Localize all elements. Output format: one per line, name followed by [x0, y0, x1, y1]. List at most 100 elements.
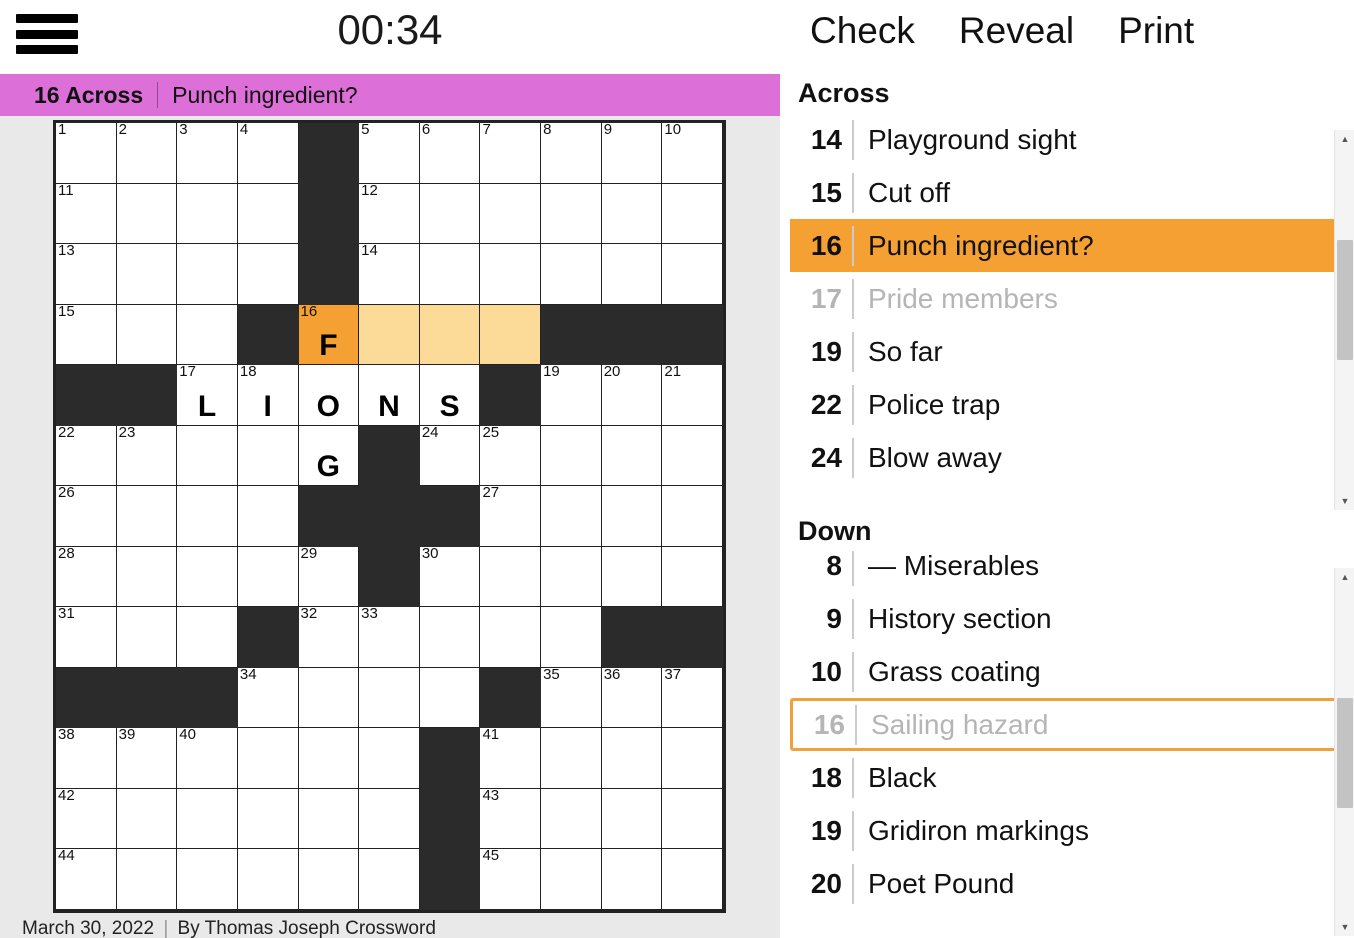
grid-cell[interactable]: 21	[662, 365, 723, 426]
grid-cell[interactable]	[419, 304, 481, 366]
grid-cell[interactable]: 1	[56, 123, 117, 184]
grid-cell[interactable]: 26	[56, 486, 117, 547]
grid-cell[interactable]	[480, 244, 542, 305]
down-clue-19[interactable]: 19 Gridiron markings	[790, 804, 1338, 857]
across-clue-24[interactable]: 24 Blow away	[790, 431, 1338, 484]
grid-cell[interactable]	[359, 728, 420, 789]
grid-cell[interactable]	[541, 849, 602, 910]
grid-cell[interactable]	[116, 849, 178, 910]
grid-cell[interactable]: 7	[480, 123, 542, 184]
grid-cell[interactable]	[419, 244, 481, 305]
grid-cell[interactable]: 11	[56, 183, 117, 245]
grid-cell[interactable]	[298, 788, 360, 850]
grid-cell[interactable]: 8	[541, 123, 602, 184]
down-clue-8[interactable]: 8 — Miserables	[790, 551, 1338, 592]
grid-cell[interactable]: 15	[56, 304, 117, 366]
across-clue-16[interactable]: 16 Punch ingredient?	[790, 219, 1338, 272]
grid-cell[interactable]	[237, 486, 299, 547]
scroll-up-icon[interactable]: ▲	[1335, 130, 1354, 148]
grid-cell[interactable]	[359, 304, 420, 366]
grid-cell[interactable]	[359, 788, 420, 850]
grid-cell[interactable]: 10	[662, 123, 723, 184]
grid-cell[interactable]: 30	[419, 546, 481, 608]
grid-cell[interactable]: 25	[480, 425, 542, 487]
grid-cell[interactable]: 12	[359, 183, 420, 245]
grid-cell[interactable]	[237, 546, 299, 608]
down-clue-9[interactable]: 9 History section	[790, 592, 1338, 645]
grid-cell[interactable]	[116, 244, 178, 305]
grid-cell[interactable]	[662, 425, 723, 487]
grid-cell[interactable]	[177, 788, 238, 850]
grid-cell[interactable]	[601, 849, 663, 910]
grid-cell[interactable]: 2	[116, 123, 178, 184]
grid-cell[interactable]	[177, 607, 238, 668]
grid-cell[interactable]	[541, 607, 602, 668]
grid-cell[interactable]	[298, 728, 360, 789]
grid-cell[interactable]	[662, 728, 723, 789]
grid-cell[interactable]: 39	[116, 728, 178, 789]
grid-cell[interactable]: 27	[480, 486, 542, 547]
grid-cell[interactable]: 44	[56, 849, 117, 910]
grid-cell[interactable]	[480, 607, 542, 668]
grid-cell[interactable]	[541, 728, 602, 789]
grid-cell[interactable]	[601, 546, 663, 608]
grid-cell[interactable]	[116, 788, 178, 850]
grid-cell[interactable]	[177, 244, 238, 305]
grid-cell[interactable]: O	[298, 365, 360, 426]
grid-cell[interactable]	[601, 425, 663, 487]
grid-cell[interactable]	[237, 849, 299, 910]
grid-cell[interactable]: 22	[56, 425, 117, 487]
grid-cell[interactable]: 29	[298, 546, 360, 608]
grid-cell[interactable]: 32	[298, 607, 360, 668]
scroll-up-icon[interactable]: ▲	[1335, 568, 1354, 586]
grid-cell[interactable]	[662, 244, 723, 305]
grid-cell[interactable]	[601, 728, 663, 789]
grid-cell[interactable]	[480, 183, 542, 245]
grid-cell[interactable]	[237, 183, 299, 245]
grid-cell[interactable]	[237, 728, 299, 789]
down-clue-20[interactable]: 20 Poet Pound	[790, 857, 1338, 910]
grid-cell[interactable]: 9	[601, 123, 663, 184]
grid-cell[interactable]	[116, 546, 178, 608]
grid-cell[interactable]	[116, 183, 178, 245]
hamburger-icon[interactable]	[16, 8, 78, 60]
grid-cell[interactable]: 24	[419, 425, 481, 487]
grid-cell[interactable]: 37	[662, 667, 723, 729]
grid-cell[interactable]: S	[419, 365, 481, 426]
scroll-down-icon[interactable]: ▼	[1335, 492, 1354, 510]
across-clue-14[interactable]: 14 Playground sight	[790, 113, 1338, 166]
grid-cell[interactable]: 41	[480, 728, 542, 789]
down-clue-10[interactable]: 10 Grass coating	[790, 645, 1338, 698]
grid-cell[interactable]	[237, 788, 299, 850]
down-scrollbar[interactable]: ▲ ▼	[1334, 568, 1354, 936]
grid-cell[interactable]: G	[298, 425, 360, 487]
down-clue-16[interactable]: 16 Sailing hazard	[790, 698, 1338, 751]
grid-cell[interactable]	[662, 788, 723, 850]
grid-cell[interactable]	[601, 788, 663, 850]
grid-cell[interactable]: 36	[601, 667, 663, 729]
grid-cell[interactable]: 35	[541, 667, 602, 729]
grid-cell[interactable]	[662, 183, 723, 245]
grid-cell[interactable]: 19	[541, 365, 602, 426]
grid-cell[interactable]: 38	[56, 728, 117, 789]
grid-cell[interactable]	[359, 667, 420, 729]
down-scroll-thumb[interactable]	[1337, 698, 1353, 808]
grid-cell[interactable]: 14	[359, 244, 420, 305]
grid-cell[interactable]	[541, 546, 602, 608]
grid-cell[interactable]	[177, 486, 238, 547]
check-button[interactable]: Check	[788, 10, 937, 52]
grid-cell[interactable]: 45	[480, 849, 542, 910]
grid-cell[interactable]	[601, 486, 663, 547]
across-clue-19[interactable]: 19 So far	[790, 325, 1338, 378]
print-button[interactable]: Print	[1096, 10, 1216, 52]
grid-cell[interactable]: 3	[177, 123, 238, 184]
grid-cell[interactable]	[480, 546, 542, 608]
crossword-grid[interactable]: 1 2 3 4 5 6 7 8 9 10 11 12 13 14 15 16 F 17 L 18 I O N S 19 20 21 2…	[53, 120, 726, 913]
grid-cell[interactable]	[298, 849, 360, 910]
grid-cell[interactable]	[541, 425, 602, 487]
down-clue-list[interactable]: 8 — Miserables 9 History section 10 Grass coa…	[790, 551, 1338, 921]
grid-cell[interactable]	[541, 788, 602, 850]
grid-cell[interactable]: 31	[56, 607, 117, 668]
grid-cell[interactable]	[237, 244, 299, 305]
grid-cell[interactable]	[541, 183, 602, 245]
